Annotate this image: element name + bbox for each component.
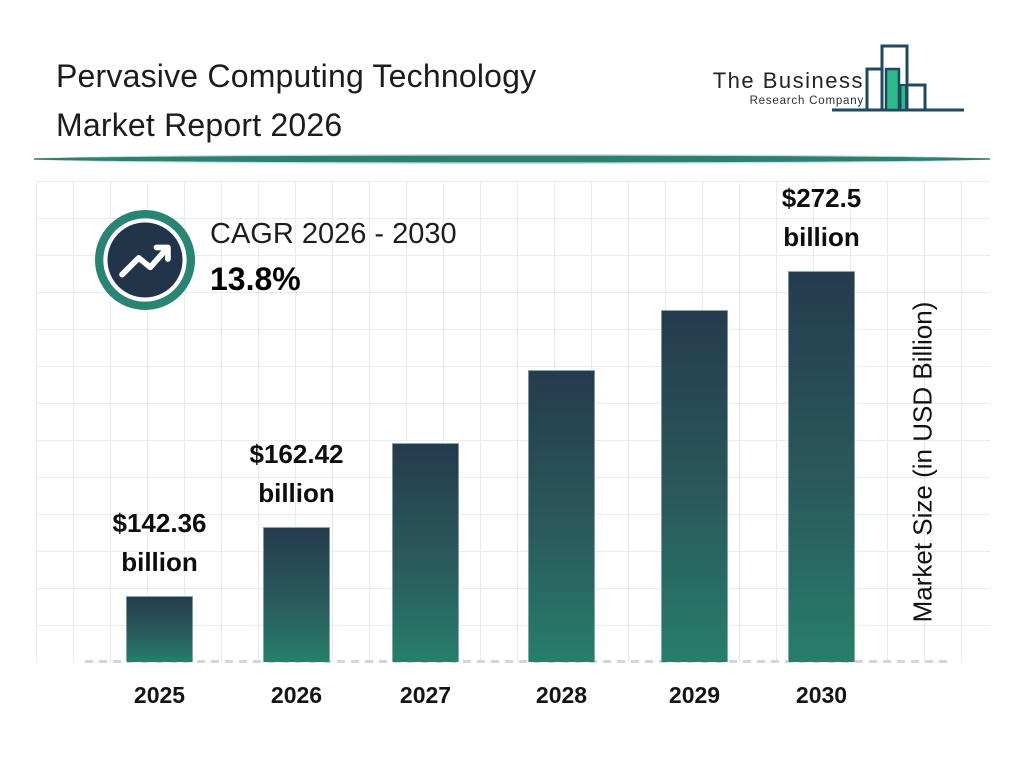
x-tick-label-2026: 2026 bbox=[270, 682, 323, 708]
x-tick-label-2030: 2030 bbox=[795, 682, 848, 708]
bar-value-label-2025: $142.36 billion bbox=[112, 508, 207, 577]
cagr-trend-up-icon bbox=[95, 210, 195, 310]
logo-tagline: Research Company bbox=[749, 95, 864, 107]
bar-2025 bbox=[126, 596, 193, 662]
x-tick-label-2027: 2027 bbox=[399, 682, 452, 708]
logo-company-name: The Business bbox=[712, 68, 864, 93]
x-axis-baseline bbox=[85, 660, 953, 663]
page-title: Pervasive Computing Technology Market Rep… bbox=[56, 52, 536, 150]
page-title-line1: Pervasive Computing Technology bbox=[56, 58, 537, 94]
header-divider bbox=[34, 154, 990, 164]
cagr-period-label: CAGR 2026 - 2030 bbox=[210, 218, 457, 250]
x-tick-label-2025: 2025 bbox=[133, 682, 186, 708]
bar-value-label-2026: $162.42 billion bbox=[249, 439, 344, 508]
logo-bar-chart-icon bbox=[832, 44, 964, 112]
bar-2028 bbox=[528, 370, 595, 662]
bar-2027 bbox=[392, 443, 459, 662]
x-tick-label-2029: 2029 bbox=[668, 682, 721, 708]
x-tick-label-2028: 2028 bbox=[535, 682, 588, 708]
bar-2026 bbox=[263, 527, 330, 662]
page-title-line2: Market Report 2026 bbox=[56, 107, 343, 143]
logo: The Business Research Company bbox=[700, 68, 864, 107]
bar-2030 bbox=[788, 271, 855, 662]
cagr-value: 13.8% bbox=[210, 261, 301, 297]
bar-value-label-2030: $272.5 billion bbox=[781, 183, 862, 252]
y-axis-label: Market Size (in USD Billion) bbox=[907, 301, 938, 623]
bar-2029 bbox=[661, 310, 728, 662]
